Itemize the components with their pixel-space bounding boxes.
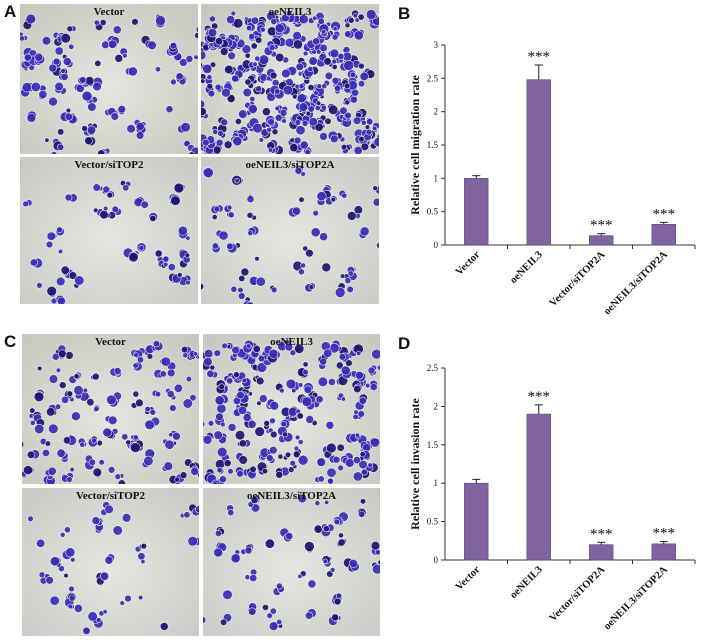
micrograph-c-vector-sitop2: Vector/siTOP2 xyxy=(22,488,199,636)
panel-letter-b: B xyxy=(398,4,410,24)
y-tick-label: 0.5 xyxy=(427,207,439,217)
micrograph-texture xyxy=(20,4,198,154)
y-tick-label: 0 xyxy=(434,240,439,250)
y-tick-label: 2 xyxy=(434,107,439,117)
micrograph-c-vector: Vector xyxy=(22,334,199,484)
micrograph-label: Vector/siTOP2 xyxy=(20,159,198,171)
bar xyxy=(464,483,488,560)
bar xyxy=(527,80,551,245)
y-tick-label: 1.5 xyxy=(427,440,439,450)
y-tick-label: 1 xyxy=(434,478,439,488)
y-axis-label: Relative cell migration rate xyxy=(408,75,422,215)
micrograph-label: Vector xyxy=(20,6,198,18)
x-tick-label: oeNEIL3/siTOP2A xyxy=(602,564,670,632)
x-tick-label: Vector xyxy=(454,249,483,278)
x-tick-label: oeNEIL3 xyxy=(508,564,545,601)
x-tick-label: Vector/siTOP2A xyxy=(548,564,608,624)
migration-bar-chart: 0 0.5 1 1.5 2 2.5 3 Relative cell migration rat… xyxy=(405,25,705,325)
significance-label: *** xyxy=(528,389,551,405)
invasion-bar-chart: 0 0.5 1 1.5 2 2.5 Relative cell invasion rate V… xyxy=(405,352,705,642)
micrograph-a-vector: Vector xyxy=(20,4,198,154)
y-tick-label: 3 xyxy=(434,40,439,50)
x-tick-label: Vector xyxy=(454,564,483,593)
significance-label: *** xyxy=(653,526,676,542)
panel-letter-a: A xyxy=(4,2,16,22)
micrograph-texture xyxy=(20,157,198,304)
y-tick-label: 0 xyxy=(434,555,439,565)
bar xyxy=(652,224,676,245)
micrograph-a-oeneil3-sitop2a: oeNEIL3/siTOP2A xyxy=(201,157,379,304)
x-tick-label: oeNEIL3/siTOP2A xyxy=(602,249,670,317)
micrograph-label: oeNEIL3 xyxy=(201,6,379,18)
micrograph-label: Vector/siTOP2 xyxy=(22,490,199,502)
y-tick-label: 1.5 xyxy=(427,140,439,150)
micrograph-c-oeneil3-sitop2a: oeNEIL3/siTOP2A xyxy=(203,488,380,636)
y-tick-label: 2 xyxy=(434,401,439,411)
panel-letter-c: C xyxy=(4,332,16,352)
y-tick-label: 0.5 xyxy=(427,517,439,527)
micrograph-texture xyxy=(22,488,199,636)
micrograph-a-vector-sitop2: Vector/siTOP2 xyxy=(20,157,198,304)
significance-label: *** xyxy=(653,206,676,222)
bar xyxy=(652,544,676,560)
bar xyxy=(589,236,613,245)
bar xyxy=(464,178,488,245)
micrograph-label: oeNEIL3 xyxy=(203,336,380,348)
y-tick-label: 2.5 xyxy=(427,73,439,83)
micrograph-label: Vector xyxy=(22,336,199,348)
y-axis-label: Relative cell invasion rate xyxy=(408,398,422,530)
micrograph-texture xyxy=(203,488,380,636)
micrograph-texture xyxy=(22,334,199,484)
micrograph-c-oeneil3: oeNEIL3 xyxy=(203,334,380,484)
significance-label: *** xyxy=(590,526,613,542)
bar xyxy=(589,545,613,560)
x-tick-label: oeNEIL3 xyxy=(508,249,545,286)
micrograph-label: oeNEIL3/siTOP2A xyxy=(203,490,380,502)
significance-label: *** xyxy=(590,218,613,234)
micrograph-texture xyxy=(201,157,379,304)
significance-label: *** xyxy=(528,49,551,65)
y-tick-label: 1 xyxy=(434,173,439,183)
micrograph-a-oeneil3: oeNEIL3 xyxy=(201,4,379,154)
y-tick-label: 2.5 xyxy=(427,363,439,373)
micrograph-label: oeNEIL3/siTOP2A xyxy=(201,159,379,171)
micrograph-texture xyxy=(201,4,379,154)
x-tick-label: Vector/siTOP2A xyxy=(548,249,608,309)
panel-letter-d: D xyxy=(398,334,410,354)
bar xyxy=(527,414,551,560)
micrograph-texture xyxy=(203,334,380,484)
